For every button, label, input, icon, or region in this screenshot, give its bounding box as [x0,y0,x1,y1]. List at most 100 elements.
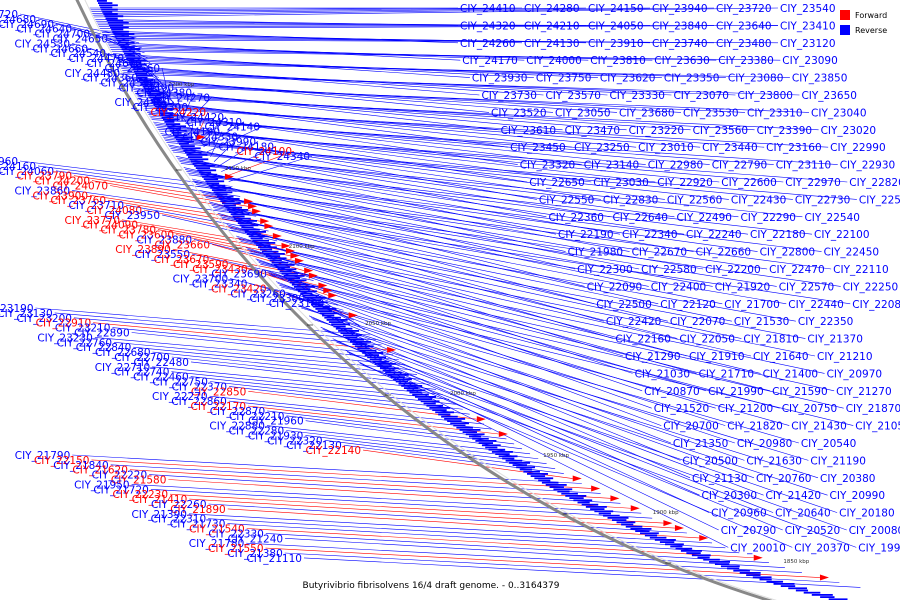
gene-label: CIY_21720 [93,484,149,496]
reverse-gene-feature [727,567,740,570]
gene-label: CIY_22080 [852,299,900,311]
gene-label: CIY_23210 [55,323,111,335]
gene-label: CIY_24100 [237,146,293,158]
gene-label: CIY_23930 [472,73,528,85]
leader-line [114,342,411,370]
forward-gene-feature [348,312,358,319]
reverse-gene-feature [345,336,358,339]
gene-label: CIY_23790 [17,171,73,183]
ring-tick-label: 2100 kbp [289,244,315,250]
reverse-gene-feature [234,217,251,220]
leader-line [322,328,764,496]
forward-gene-feature [260,218,270,225]
gene-label: CIY_22660 [696,247,752,259]
reverse-gene-feature [594,510,614,513]
gene-label: CIY_21540 [189,524,245,536]
reverse-gene-feature [322,314,335,317]
reverse-gene-feature [553,488,573,491]
reverse-gene-feature [142,85,160,88]
gene-label: CIY_22440 [788,299,844,311]
reverse-gene-feature [261,250,279,253]
reverse-gene-feature [304,297,326,299]
gene-label: CIY_21920 [715,281,771,293]
reverse-gene-feature [308,301,328,304]
reverse-gene-feature [459,429,481,431]
gene-label: CIY_22310 [151,514,207,526]
forward-gene-feature [318,282,328,289]
leader-line [143,106,765,148]
ring-inner-guide [84,0,778,600]
leader-line [224,150,295,177]
gene-label: CIY_24640 [17,24,73,36]
leader-line [109,47,653,61]
gene-label: CIY_22290 [740,212,796,224]
reverse-gene-feature [409,391,422,394]
leader-line [301,307,809,461]
reverse-gene-feature [541,481,559,484]
reverse-gene-feature [108,24,124,26]
gene-label: CIY_22240 [686,229,742,241]
forward-gene-feature [572,475,582,482]
reverse-gene-feature [298,290,317,293]
gene-label: CIY_24540 [51,48,107,60]
leader-line [260,263,835,392]
reverse-gene-feature [112,30,129,33]
reverse-gene-feature [128,61,142,64]
reverse-gene-feature [349,341,371,343]
ring-tick-label: 2200 kbp [168,82,194,88]
forward-gene-feature [674,525,684,532]
reverse-gene-feature [340,332,355,334]
leader-line [297,304,681,461]
reverse-gene-feature [423,402,436,405]
gene-label: CIY_22190 [558,229,614,241]
leader-line [188,513,713,544]
reverse-gene-feature [545,484,567,486]
leader-line [247,248,697,374]
forward-gene-feature [224,173,234,180]
reverse-gene-feature [121,48,141,51]
forward-gene-feature [610,495,620,502]
leader-line [142,104,701,148]
leader-line [93,322,388,351]
leader-line [119,64,480,96]
reverse-gene-feature [569,497,584,499]
gene-label: CIY_23180 [269,298,325,310]
reverse-gene-feature [319,312,339,315]
gene-label: CIY_22580 [641,264,697,276]
reverse-gene-feature [180,145,195,147]
gene-label: CIY_23040 [811,107,867,119]
forward-gene-feature [630,505,640,512]
gene-label: CIY_23650 [801,90,857,102]
reverse-gene-feature [773,583,795,585]
leader-line [150,117,774,165]
reverse-gene-feature [333,325,346,328]
legend-forward-swatch [840,10,850,20]
leader-line [219,214,668,322]
gene-label: CIY_24170 [462,55,518,67]
gene-label: CIY_22110 [833,264,889,276]
gene-label: CIY_21240 [228,533,284,545]
forward-gene-feature [699,534,709,541]
reverse-gene-feature [205,180,225,183]
leader-line [92,7,651,14]
leader-line [156,127,720,183]
leader-line [228,226,678,339]
leader-line [121,68,608,96]
reverse-gene-feature [720,565,740,568]
leader-line [140,100,573,148]
reverse-gene-feature [509,462,531,464]
leader-line [99,25,779,29]
gene-label: CIY_24160 [0,161,36,173]
reverse-gene-feature [109,26,129,29]
gene-label: CIY_20990 [830,490,886,502]
gene-label: CIY_22970 [785,177,841,189]
reverse-gene-feature [225,206,243,209]
gene-label: CIY_21520 [654,403,710,415]
gene-label: CIY_22600 [721,177,777,189]
reverse-gene-feature [573,499,593,502]
reverse-gene-feature [654,539,676,541]
reverse-gene-feature [144,88,155,90]
reverse-gene-feature [283,275,305,277]
gene-label: CIY_23140 [584,160,640,172]
reverse-gene-feature [267,257,287,260]
